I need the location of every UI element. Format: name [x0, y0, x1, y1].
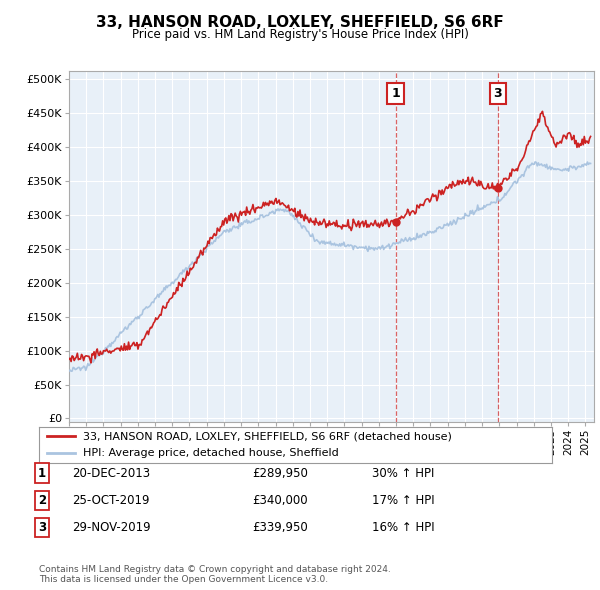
Text: 1: 1: [38, 467, 46, 480]
Text: 20-DEC-2013: 20-DEC-2013: [72, 467, 150, 480]
Text: 1: 1: [391, 87, 400, 100]
Text: HPI: Average price, detached house, Sheffield: HPI: Average price, detached house, Shef…: [83, 448, 338, 458]
Text: 25-OCT-2019: 25-OCT-2019: [72, 494, 149, 507]
Text: 3: 3: [494, 87, 502, 100]
Text: £340,000: £340,000: [252, 494, 308, 507]
Text: £289,950: £289,950: [252, 467, 308, 480]
Text: 33, HANSON ROAD, LOXLEY, SHEFFIELD, S6 6RF (detached house): 33, HANSON ROAD, LOXLEY, SHEFFIELD, S6 6…: [83, 431, 451, 441]
Text: 2: 2: [38, 494, 46, 507]
Text: 33, HANSON ROAD, LOXLEY, SHEFFIELD, S6 6RF: 33, HANSON ROAD, LOXLEY, SHEFFIELD, S6 6…: [96, 15, 504, 30]
Text: 30% ↑ HPI: 30% ↑ HPI: [372, 467, 434, 480]
Text: Contains HM Land Registry data © Crown copyright and database right 2024.
This d: Contains HM Land Registry data © Crown c…: [39, 565, 391, 584]
Text: 16% ↑ HPI: 16% ↑ HPI: [372, 521, 434, 534]
Text: 17% ↑ HPI: 17% ↑ HPI: [372, 494, 434, 507]
Text: £339,950: £339,950: [252, 521, 308, 534]
Text: Price paid vs. HM Land Registry's House Price Index (HPI): Price paid vs. HM Land Registry's House …: [131, 28, 469, 41]
Text: 29-NOV-2019: 29-NOV-2019: [72, 521, 151, 534]
Text: 3: 3: [38, 521, 46, 534]
